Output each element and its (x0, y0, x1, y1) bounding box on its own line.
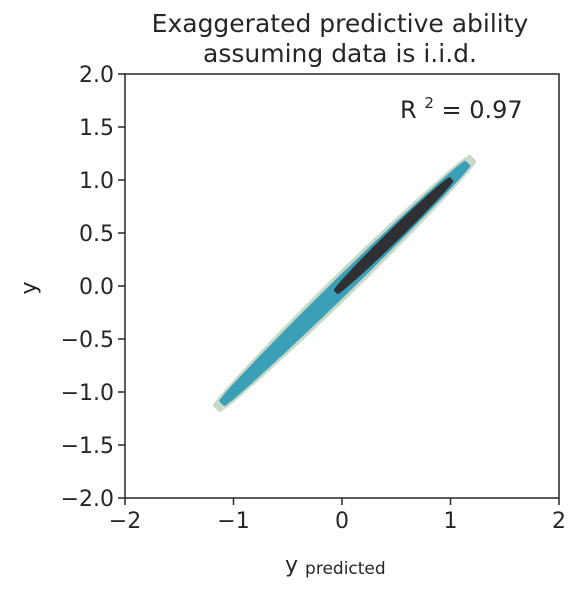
y-axis-label: y (17, 281, 42, 294)
r-squared-annotation: R 2 = 0.97 (400, 86, 523, 124)
x-tick-label: −1 (217, 509, 249, 534)
density-region (213, 154, 477, 412)
r-squared-value: = 0.97 (442, 96, 523, 124)
chart-title-line-1: Exaggerated predictive ability (152, 9, 529, 38)
y-tick-label: 0.0 (79, 275, 114, 300)
x-tick-label: 1 (444, 509, 458, 534)
x-axis-label-base: y (285, 553, 298, 578)
y-tick-label: −0.5 (61, 328, 114, 353)
r-squared-superscript: 2 (424, 94, 434, 112)
x-axis-label: y predicted (285, 553, 386, 579)
x-tick-label: 0 (335, 509, 349, 534)
x-tick-label: 2 (552, 509, 566, 534)
y-tick-label: 0.5 (79, 222, 114, 247)
x-axis-label-subscript: predicted (305, 559, 386, 579)
x-axis: −2 −1 0 1 2 (109, 498, 566, 534)
y-tick-label: −1.0 (61, 381, 114, 406)
y-tick-label: −1.5 (61, 434, 114, 459)
y-axis: −2.0 −1.5 −1.0 −0.5 0.0 0.5 1.0 1.5 2.0 (61, 63, 125, 512)
r-squared-base: R (400, 96, 417, 124)
y-tick-label: −2.0 (61, 487, 114, 512)
x-tick-label: −2 (109, 509, 141, 534)
density-level-inner (333, 177, 454, 294)
y-tick-label: 2.0 (79, 63, 114, 88)
y-tick-label: 1.5 (79, 116, 114, 141)
y-tick-label: 1.0 (79, 169, 114, 194)
chart-title-line-2: assuming data is i.i.d. (203, 39, 477, 68)
